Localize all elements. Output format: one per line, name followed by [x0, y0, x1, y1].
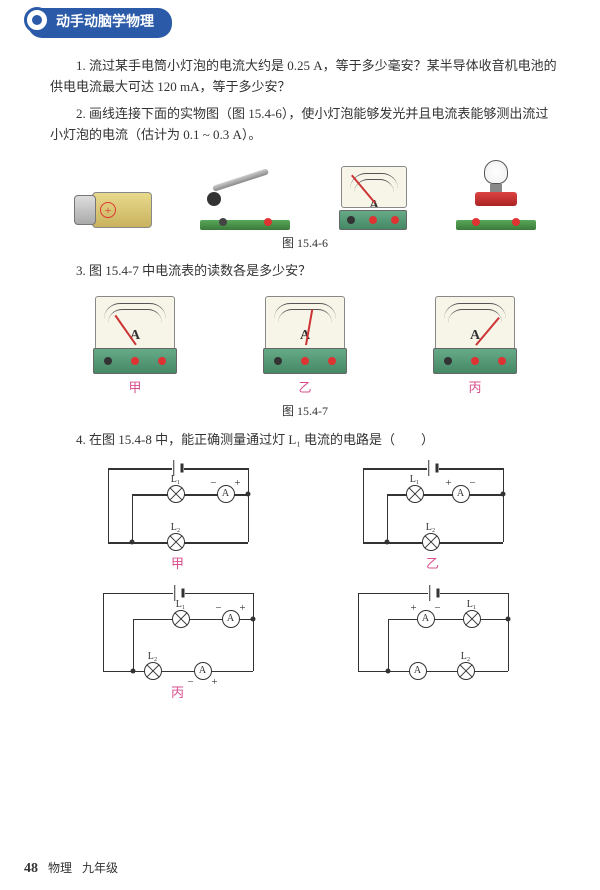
component-battery: +	[74, 190, 152, 230]
figure-15-4-6: + A	[50, 160, 560, 230]
header-title: 动手动脑学物理	[56, 15, 154, 30]
component-bulb	[456, 160, 536, 230]
question-3: 3. 图 15.4-7 中电流表的读数各是多少安？	[50, 261, 560, 282]
page-content: 1. 流过某手电筒小灯泡的电流大约是 0.25 A，等于多少毫安？某半导体收音机…	[0, 38, 600, 704]
question-1: 1. 流过某手电筒小灯泡的电流大约是 0.25 A，等于多少毫安？某半导体收音机…	[50, 56, 560, 98]
page-footer: 48 物理 九年级	[24, 858, 118, 880]
figure-15-4-7-caption: 图 15.4-7	[50, 402, 560, 421]
meter-bing: A 丙	[432, 296, 518, 399]
figure-15-4-6-caption: 图 15.4-6	[50, 234, 560, 253]
circuit-ding: A + − L₁ A L₂ 丁	[348, 585, 518, 704]
question-2: 2. 画线连接下面的实物图（图 15.4-6），使小灯泡能够发光并且电流表能够测…	[50, 104, 560, 146]
figure-15-4-8-row2: L₁ A + − L₂ A − + 丙	[50, 585, 560, 704]
circuit-yi: L₁ A + − L₂ 乙	[353, 460, 513, 575]
circuit-jia: L₁ L₂ A + − 甲	[98, 460, 258, 575]
footer-grade: 九年级	[82, 859, 118, 878]
meter-jia: A 甲	[92, 296, 178, 399]
meter-yi: A 乙	[262, 296, 348, 399]
header-badge: 动手动脑学物理	[28, 8, 172, 38]
question-4: 4. 在图 15.4-8 中，能正确测量通过灯 L₁ 电流的电路是（ ）	[50, 430, 560, 451]
circuit-bing: L₁ A + − L₂ A − + 丙	[93, 585, 263, 704]
section-header: 动手动脑学物理	[0, 0, 600, 38]
page-number: 48	[24, 858, 38, 880]
component-ammeter: A	[338, 166, 408, 230]
component-switch	[200, 170, 290, 230]
footer-book: 物理	[48, 859, 72, 878]
figure-15-4-8-row1: L₁ L₂ A + − 甲	[50, 460, 560, 575]
figure-15-4-7: A 甲 A 乙 A	[50, 296, 560, 399]
badge-icon	[24, 7, 50, 33]
